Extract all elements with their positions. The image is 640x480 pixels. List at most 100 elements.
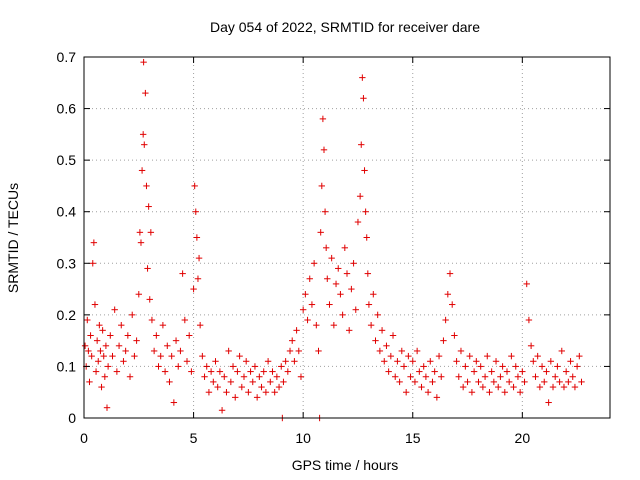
data-point [473,358,480,365]
data-point [394,358,401,365]
data-point [527,342,535,349]
data-point [420,363,427,370]
data-point [321,208,329,215]
data-point [81,342,89,349]
data-point [424,389,432,396]
data-point [560,383,568,391]
data-point [306,275,313,282]
data-point [140,58,147,66]
data-point [159,321,167,329]
data-point [181,316,189,324]
data-point [97,347,104,355]
data-point [315,347,322,355]
data-point [289,337,296,344]
data-point [320,146,328,154]
data-point [396,378,403,386]
data-point [348,285,355,293]
y-tick-label: 0.6 [57,101,77,117]
data-point [99,327,106,334]
data-point [538,363,546,370]
data-point [214,383,221,391]
data-point [438,373,445,380]
data-point [442,316,449,324]
data-point [341,244,349,252]
x-tick-label: 0 [80,430,88,446]
data-point [339,311,346,319]
data-point [364,270,372,277]
data-point [139,131,147,138]
data-point [93,337,101,344]
data-point [166,378,173,386]
data-point [367,321,375,329]
data-point [236,352,243,360]
data-point [146,296,153,303]
plot-border [83,56,611,419]
data-point [172,337,180,344]
data-point [170,399,178,406]
data-point [141,141,148,148]
data-point [418,383,425,391]
data-point [102,342,110,349]
data-point [91,301,99,308]
data-point [229,363,237,370]
data-point [378,327,386,334]
y-axis-title: SRMTID / TECUs [5,183,21,293]
data-point [256,373,263,380]
data-point [389,332,397,339]
data-point [153,332,160,339]
grid [84,57,610,418]
data-point [193,234,201,241]
data-point [143,182,150,190]
data-point [499,363,506,370]
data-point [96,321,103,329]
data-point [358,141,365,148]
data-point [131,352,138,360]
data-point [503,368,511,375]
data-point [135,291,142,298]
data-point [361,167,368,174]
data-point [536,383,544,391]
data-point [541,378,548,386]
data-point [407,373,414,380]
data-point [196,321,204,329]
data-point [477,363,484,370]
data-point [282,358,289,365]
data-point [118,321,125,329]
data-point [429,378,436,386]
data-point [350,260,357,267]
data-point [195,254,203,262]
data-point [249,378,256,386]
data-point [302,291,309,298]
data-point [352,306,359,313]
data-point [433,394,441,401]
data-point [157,352,164,360]
data-point [318,182,325,190]
data-point [435,352,443,360]
data-point [177,347,184,355]
y-tick-label: 0.7 [57,49,77,65]
data-point [468,389,476,396]
data-point [547,358,555,365]
data-point [534,352,541,360]
data-point [370,291,377,298]
y-tick-label: 0.4 [57,204,77,220]
data-point [514,373,522,380]
data-point [273,373,281,380]
data-point [210,378,217,386]
data-point [293,327,300,334]
data-point [122,347,129,355]
data-point [89,260,96,267]
data-point [207,368,215,375]
data-point [505,378,513,386]
data-point [335,265,342,272]
axis-ticks: 0 0.1 0.2 0.3 0.4 0.5 0.6 0.7 0 5 10 15 20 [57,49,610,446]
data-point [225,347,232,355]
data-point [100,352,107,360]
data-point [387,352,395,360]
data-point [451,332,458,339]
data-point [573,363,581,370]
data-point [111,306,118,313]
data-point [218,407,226,414]
data-point [400,363,408,370]
